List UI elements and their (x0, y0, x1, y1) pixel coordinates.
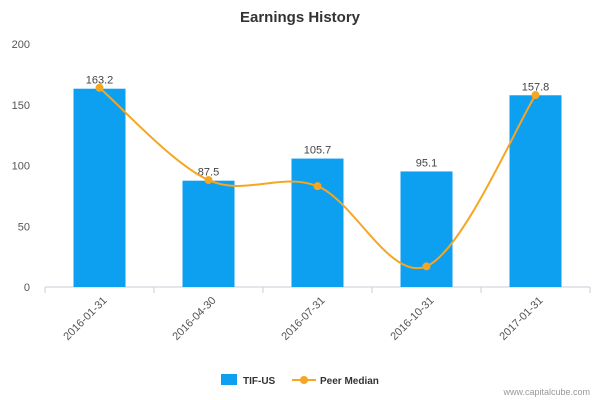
y-tick-label: 0 (24, 282, 30, 294)
legend-marker-peer-median (300, 376, 308, 384)
x-tick-label: 2016-01-31 (61, 295, 109, 343)
legend-swatch-tif-us (221, 374, 237, 385)
bar-data-label: 163.2 (86, 75, 114, 87)
peer-median-point[interactable] (313, 182, 322, 191)
y-tick-label: 200 (12, 39, 30, 51)
bar[interactable] (291, 158, 344, 287)
y-tick-label: 100 (12, 161, 30, 173)
x-tick-label: 2016-04-30 (170, 295, 218, 343)
bar-data-label: 95.1 (416, 157, 437, 169)
x-tick-label: 2017-01-31 (497, 295, 545, 343)
bar-data-label: 105.7 (304, 145, 332, 157)
legend[interactable]: TIF-US Peer Median (221, 374, 379, 387)
chart-title: Earnings History (240, 9, 361, 26)
x-tick-label: 2016-10-31 (388, 295, 436, 343)
peer-median-point[interactable] (204, 176, 213, 185)
legend-label-peer-median: Peer Median (320, 376, 379, 387)
peer-median-line (98, 86, 537, 270)
credit-text: www.capitalcube.com (502, 387, 590, 397)
x-tick-label: 2016-07-31 (279, 295, 327, 343)
y-axis: 0 50 100 150 200 (12, 39, 30, 294)
bar[interactable] (182, 180, 235, 287)
peer-median-point[interactable] (422, 262, 431, 271)
peer-median-series (95, 83, 540, 271)
bar-data-label: 87.5 (198, 167, 219, 179)
y-tick-label: 150 (12, 100, 30, 112)
bar-data-labels: 163.2 87.5 105.7 95.1 157.8 (86, 75, 550, 179)
bar[interactable] (509, 95, 562, 287)
peer-median-point[interactable] (95, 83, 104, 92)
bar-series (73, 88, 562, 287)
y-tick-label: 50 (18, 221, 30, 233)
legend-label-tif-us: TIF-US (243, 376, 276, 387)
x-axis: 2016-01-31 2016-04-30 2016-07-31 2016-10-31… (44, 286, 591, 343)
bar[interactable] (73, 88, 126, 287)
peer-median-point[interactable] (531, 91, 540, 100)
bar-data-label: 157.8 (522, 81, 550, 93)
